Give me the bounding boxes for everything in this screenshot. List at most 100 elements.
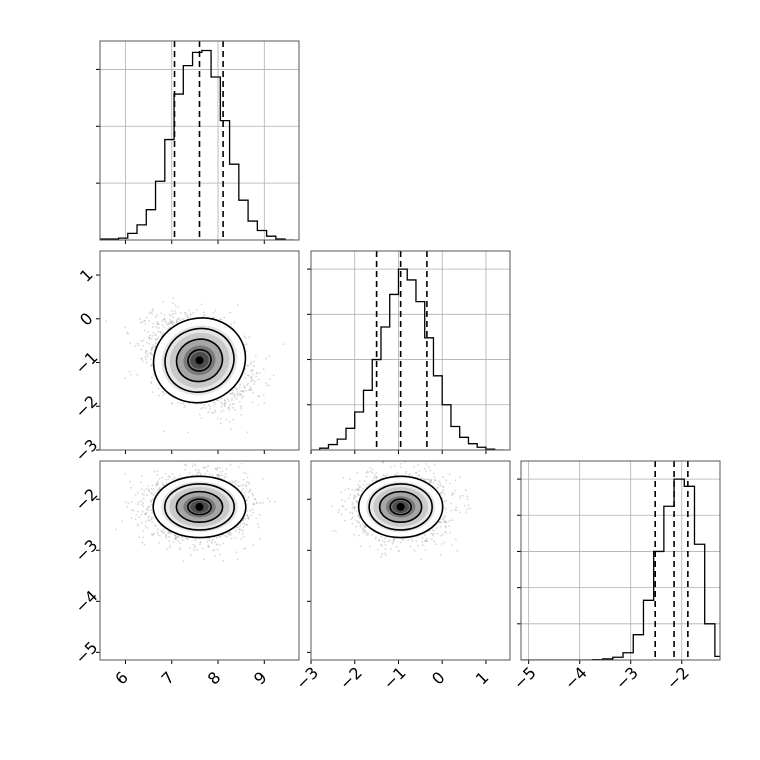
scatter-point [245, 484, 247, 486]
scatter-point [201, 547, 204, 550]
scatter-point [420, 558, 423, 561]
scatter-point [331, 529, 334, 532]
scatter-point [243, 471, 245, 474]
scatter-point [144, 319, 146, 322]
panel-content [311, 251, 510, 450]
scatter-point [206, 540, 209, 543]
scatter-point [427, 478, 430, 481]
scatter-point [358, 534, 360, 537]
scatter-point [393, 464, 396, 467]
scatter-point [154, 345, 157, 348]
scatter-point [199, 541, 202, 544]
scatter-point [239, 383, 242, 386]
scatter-point [224, 534, 227, 537]
scatter-point [419, 458, 421, 460]
scatter-point [231, 392, 234, 395]
scatter-point [465, 511, 468, 513]
scatter-point [245, 481, 248, 483]
scatter-point [213, 409, 216, 412]
scatter-point [358, 480, 361, 483]
scatter-point [243, 523, 246, 526]
scatter-point [164, 320, 167, 323]
scatter-point [440, 534, 443, 537]
scatter-point [146, 355, 149, 358]
y-tick-label: 1 [76, 265, 97, 286]
scatter-point [241, 396, 243, 399]
scatter-point [245, 485, 247, 488]
histogram-step [100, 49, 295, 240]
scatter-point [247, 382, 250, 385]
scatter-point [185, 312, 187, 315]
scatter-point [242, 547, 245, 550]
scatter-point [432, 482, 435, 484]
scatter-point [150, 487, 153, 490]
scatter-point [417, 473, 420, 476]
scatter-point [156, 321, 159, 323]
scatter-point [369, 470, 372, 473]
scatter-point [138, 536, 141, 539]
scatter-point [163, 317, 166, 320]
scatter-point [230, 534, 233, 536]
scatter-point [236, 388, 238, 391]
scatter-point [228, 406, 230, 408]
scatter-point [440, 491, 443, 493]
scatter-point [156, 470, 159, 473]
scatter-point [252, 383, 255, 385]
scatter-point [437, 486, 440, 488]
scatter-point [377, 548, 379, 551]
scatter-point [182, 560, 185, 562]
scatter-point [143, 512, 146, 515]
scatter-point [150, 348, 153, 351]
scatter-point [123, 472, 126, 475]
scatter-point [145, 511, 148, 514]
scatter-point [247, 496, 250, 499]
scatter-point [365, 483, 368, 486]
scatter-point [448, 473, 451, 476]
scatter-point [161, 476, 164, 479]
scatter-point [215, 455, 217, 457]
scatter-point [149, 353, 152, 355]
scatter-point [163, 314, 166, 317]
scatter-point [455, 509, 458, 512]
scatter-point [184, 311, 186, 314]
scatter-point [251, 369, 254, 372]
scatter-point [165, 323, 168, 326]
scatter-point [262, 368, 265, 371]
y-tick-label: −1 [71, 348, 101, 378]
contour-line [368, 483, 433, 531]
scatter-point [272, 374, 275, 377]
scatter-point [242, 484, 245, 487]
panel-content [105, 297, 285, 434]
scatter-point [124, 326, 127, 329]
scatter-point [443, 541, 446, 544]
scatter-point [177, 535, 179, 537]
scatter-point [163, 531, 166, 533]
scatter-point [171, 403, 174, 405]
scatter-point [367, 471, 369, 474]
scatter-point [439, 484, 442, 487]
scatter-point [356, 500, 359, 503]
scatter-point [377, 539, 380, 541]
scatter-point [240, 407, 243, 410]
scatter-point [155, 325, 158, 328]
scatter-point [147, 509, 150, 512]
scatter-point [353, 498, 355, 500]
scatter-point [360, 490, 363, 492]
scatter-point [141, 510, 144, 513]
scatter-point [150, 501, 152, 504]
scatter-point [148, 519, 151, 522]
scatter-point [413, 549, 416, 552]
scatter-point [172, 323, 175, 326]
scatter-point [150, 365, 153, 367]
scatter-point [181, 318, 183, 320]
scatter-point [355, 500, 358, 502]
scatter-point [216, 417, 219, 420]
scatter-point [389, 548, 392, 551]
scatter-point [347, 487, 350, 490]
scatter-point [418, 470, 420, 472]
scatter-point [150, 346, 153, 349]
scatter-point [252, 544, 255, 546]
scatter-point [154, 341, 157, 344]
scatter-point [213, 548, 216, 551]
scatter-point [155, 333, 157, 336]
